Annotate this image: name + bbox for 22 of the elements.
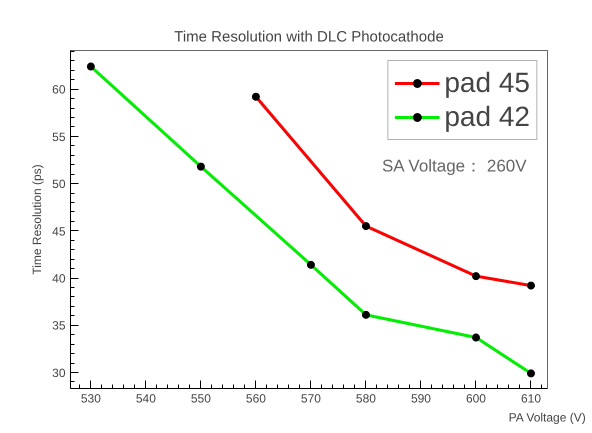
x-tick-label: 610 — [520, 392, 542, 406]
x-tick-label: 580 — [356, 392, 376, 406]
x-tick-label: 560 — [246, 392, 266, 406]
legend-label: pad 45 — [444, 67, 530, 99]
y-tick-label: 45 — [52, 224, 66, 238]
x-tick-label: 600 — [466, 392, 486, 406]
y-tick-label: 40 — [52, 272, 66, 286]
chart-title: Time Resolution with DLC Photocathode — [174, 28, 444, 46]
y-tick-label: 35 — [52, 318, 66, 333]
y-axis-title: Time Resolution (ps) — [30, 164, 44, 275]
x-tick-label: 550 — [190, 392, 212, 406]
x-tick-label: 590 — [410, 392, 432, 406]
x-axis-title: PA Voltage (V) — [508, 410, 586, 424]
y-tick-label: 30 — [52, 366, 66, 380]
annotation: SA Voltage： 260V — [382, 156, 528, 176]
y-tick-label: 55 — [52, 130, 66, 144]
legend-label: pad 42 — [444, 101, 530, 133]
y-tick-label: 50 — [52, 177, 66, 192]
y-tick-label: 60 — [52, 82, 66, 97]
x-tick-label: 570 — [300, 392, 322, 406]
x-tick-label: 540 — [136, 392, 156, 406]
x-tick-label: 530 — [80, 392, 102, 406]
